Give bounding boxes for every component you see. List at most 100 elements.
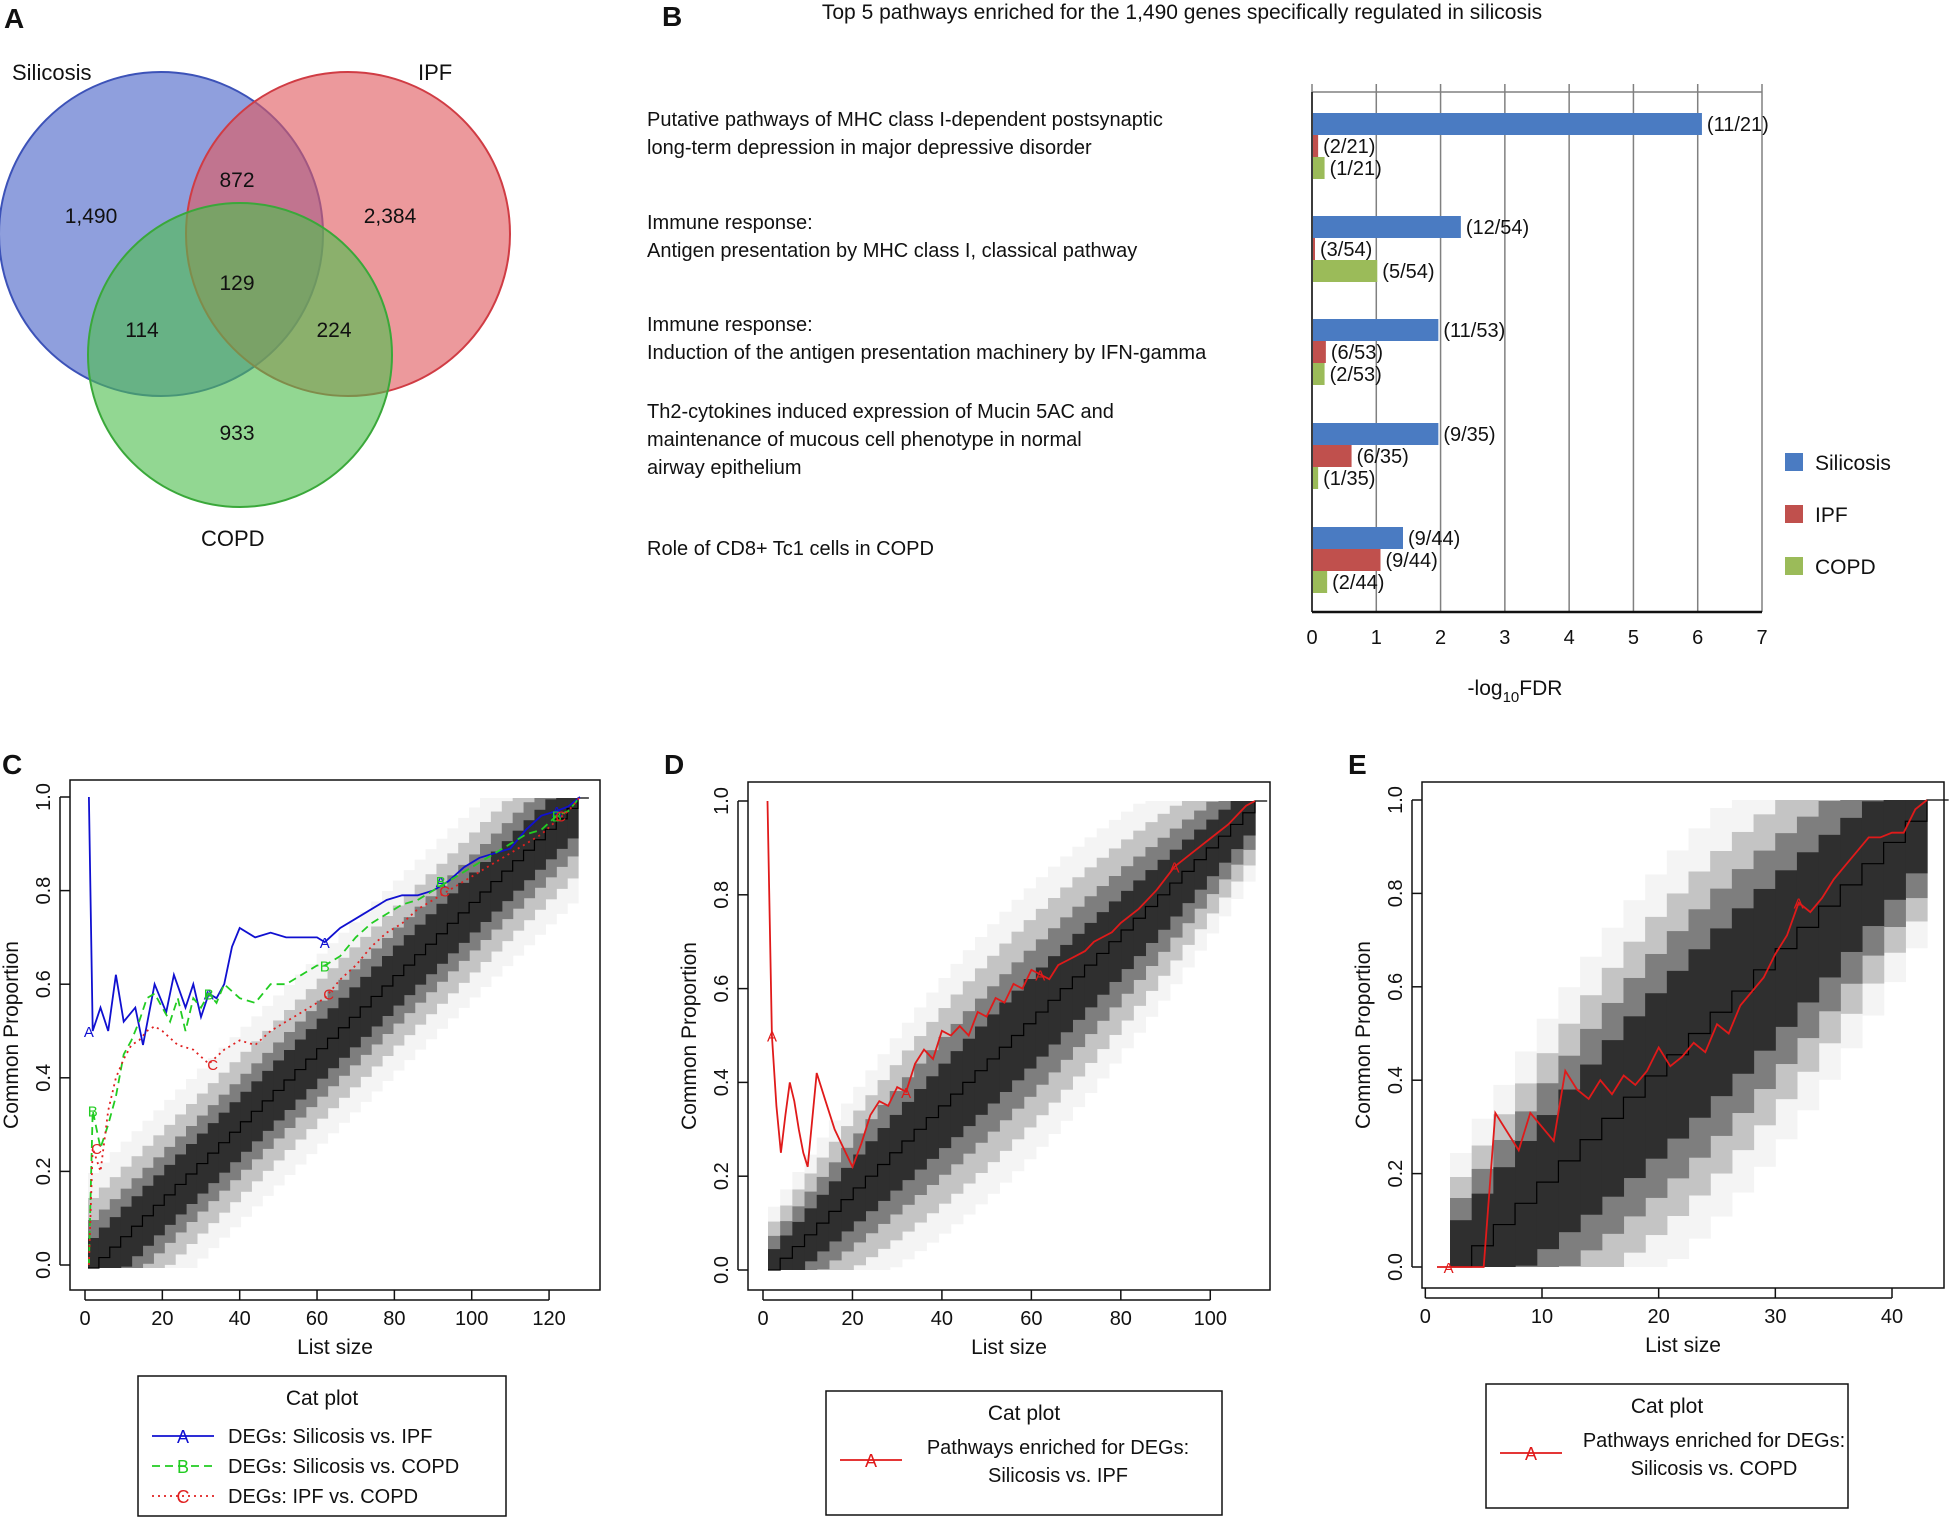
x-tick-label-c: 80 (383, 1308, 405, 1330)
x-tick-label-d: 60 (1020, 1308, 1042, 1330)
y-tick-label-e: 1.0 (1385, 786, 1407, 814)
cat-plot-c: 0 20 40 60 80 100 120 0.0 0.2 0.4 0.6 0.8 1.0 List si… (0, 779, 601, 1517)
series-marker-a: A (84, 1024, 94, 1041)
bar-data-label: (6/53) (1331, 342, 1383, 364)
series-line-c (88, 796, 581, 1266)
null-band-3 (1242, 801, 1256, 836)
null-band-3 (1883, 800, 1906, 900)
series-marker-b: B (88, 1104, 98, 1121)
series-marker-a: A (767, 1029, 777, 1046)
x-tick-label-c: 120 (532, 1308, 565, 1330)
venn-region-copd-only: 933 (219, 422, 254, 445)
x-tick-label-b: 1 (1371, 627, 1382, 649)
plot-frame (747, 781, 1271, 1291)
bar-data-label: (3/54) (1320, 239, 1372, 261)
null-band-3 (88, 1238, 100, 1268)
panel-label-e: E (1348, 749, 1367, 780)
series-marker-a: A (901, 1085, 911, 1102)
bar-copd (1313, 260, 1378, 282)
x-tick-label-c: 40 (229, 1308, 251, 1330)
bar-data-label: (9/35) (1443, 424, 1495, 446)
panel-label-d: D (664, 749, 684, 780)
venn-region-silicosis-copd: 114 (125, 319, 159, 342)
x-tick-label-c: 0 (79, 1308, 90, 1330)
x-tick-label-b: 6 (1692, 627, 1703, 649)
x-tick-label-c: 100 (455, 1308, 488, 1330)
x-tick-label-d: 80 (1110, 1308, 1132, 1330)
x-tick-label-b: 2 (1435, 627, 1446, 649)
x-tick-label-e: 10 (1531, 1306, 1553, 1328)
series-marker-a: A (1169, 860, 1179, 877)
x-axis-label-c: List size (297, 1336, 373, 1359)
x-tick-label-c: 60 (306, 1308, 328, 1330)
legend-title-d: Cat plot (988, 1402, 1061, 1425)
bar-data-label: (1/35) (1323, 468, 1375, 490)
y-axis-label-e: Common Proportion (1352, 941, 1375, 1129)
venn-region-silicosis-only: 1,490 (65, 205, 118, 228)
bar-data-label: (11/53) (1443, 320, 1505, 342)
venn-set-label-silicosis: Silicosis (12, 60, 91, 85)
series-marker-a: A (1444, 1260, 1454, 1277)
legend-label-copd: COPD (1815, 556, 1876, 579)
x-tick-label-e: 40 (1881, 1306, 1903, 1328)
panel-label-b: B (662, 1, 682, 32)
venn-set-label-ipf: IPF (418, 60, 452, 85)
x-tick-label-b: 4 (1564, 627, 1575, 649)
bar-silicosis (1313, 216, 1461, 238)
bar-data-label: (1/21) (1330, 158, 1382, 180)
chart-title-b: Top 5 pathways enriched for the 1,490 ge… (822, 1, 1542, 24)
x-tick-label-d: 0 (757, 1308, 768, 1330)
legend-swatch-copd (1785, 557, 1803, 575)
legend-swatch-silicosis (1785, 453, 1803, 471)
bar-silicosis (1313, 423, 1439, 445)
legend-title-e: Cat plot (1631, 1395, 1704, 1418)
legend-label-c: DEGs: Silicosis vs. IPF (228, 1426, 432, 1448)
bar-silicosis (1313, 113, 1702, 135)
legend-label-ipf: IPF (1815, 504, 1848, 527)
legend-label-silicosis: Silicosis (1815, 452, 1891, 475)
series-marker-c: C (323, 987, 334, 1004)
bar-data-label: (9/44) (1408, 528, 1460, 550)
venn-region-ipf-copd: 224 (316, 319, 351, 342)
category-label: Putative pathways of MHC class I-depende… (647, 109, 1163, 131)
plot-frame (1421, 781, 1945, 1289)
series-line-a (88, 796, 581, 1046)
series-marker-a: A (1794, 896, 1804, 913)
y-tick-label-c: 0.6 (33, 970, 55, 998)
bar-copd (1313, 157, 1325, 179)
x-tick-label-b: 3 (1499, 627, 1510, 649)
x-tick-label-c: 20 (151, 1308, 173, 1330)
category-label: maintenance of mucous cell phenotype in … (647, 429, 1082, 451)
series-marker-c: C (207, 1057, 218, 1074)
venn-region-ipf-only: 2,384 (364, 205, 417, 228)
y-tick-label-d: 0.2 (711, 1162, 733, 1190)
bar-data-label: (2/21) (1323, 136, 1375, 158)
y-tick-label-d: 0.8 (711, 881, 733, 909)
y-axis-label-c: Common Proportion (0, 941, 23, 1129)
venn-region-silicosis-ipf: 872 (219, 169, 254, 192)
bar-data-label: (5/54) (1382, 261, 1434, 283)
cat-plot-e: 0 10 20 30 40 0.0 0.2 0.4 0.6 0.8 1.0 List size Comm… (1352, 781, 1949, 1509)
x-tick-label-d: 20 (841, 1308, 863, 1330)
y-axis-label-d: Common Proportion (678, 942, 701, 1130)
panel-label-c: C (2, 749, 22, 780)
bar-ipf (1313, 341, 1326, 363)
category-label: Immune response: (647, 212, 813, 234)
series-marker-a: A (1035, 968, 1045, 985)
category-label: airway epithelium (647, 457, 802, 479)
bar-ipf (1313, 549, 1381, 571)
bar-ipf (1313, 238, 1315, 260)
series-marker-b: B (552, 809, 562, 826)
x-tick-label-b: 7 (1756, 627, 1767, 649)
y-tick-label-e: 0.4 (1385, 1066, 1407, 1094)
y-tick-label-c: 0.4 (33, 1064, 55, 1092)
x-axis-label-b: -log10FDR (1468, 677, 1563, 706)
series-line-a (1437, 799, 1928, 1268)
expected-line (1450, 799, 1949, 1268)
legend-label-e: Silicosis vs. COPD (1631, 1458, 1798, 1480)
x-tick-label-e: 30 (1764, 1306, 1786, 1328)
legend-marker-c: C (177, 1487, 190, 1507)
bar-data-label: (6/35) (1357, 446, 1409, 468)
series-line-a (766, 800, 1256, 1170)
